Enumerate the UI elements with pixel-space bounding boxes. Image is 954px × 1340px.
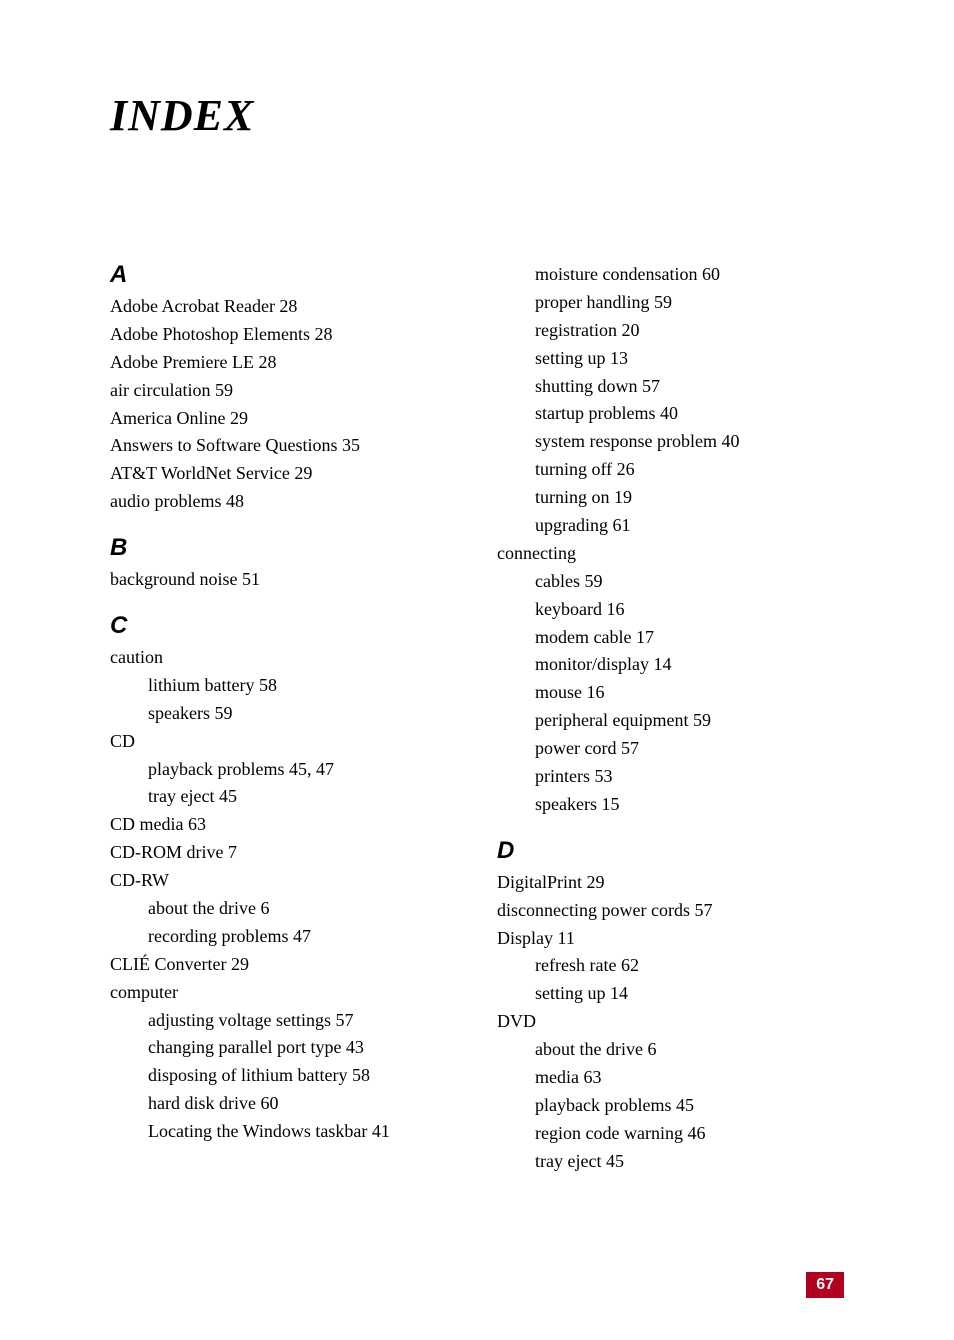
index-sub-entry: media 63 (497, 1064, 844, 1092)
index-sub-entry: peripheral equipment 59 (497, 707, 844, 735)
index-sub-entry: changing parallel port type 43 (110, 1034, 457, 1062)
index-sub-entry: mouse 16 (497, 679, 844, 707)
index-sub-entry: speakers 59 (110, 700, 457, 728)
page-number: 67 (806, 1272, 844, 1298)
index-sub-entry: upgrading 61 (497, 512, 844, 540)
index-entry: America Online 29 (110, 405, 457, 433)
index-sub-entry: playback problems 45, 47 (110, 756, 457, 784)
index-sub-entry: disposing of lithium battery 58 (110, 1062, 457, 1090)
index-entry: CD-ROM drive 7 (110, 839, 457, 867)
section-letter: D (497, 837, 844, 865)
index-entry: CLIÉ Converter 29 (110, 951, 457, 979)
index-sub-entry: registration 20 (497, 317, 844, 345)
index-entry: connecting (497, 540, 844, 568)
index-entry: background noise 51 (110, 566, 457, 594)
index-entry: DigitalPrint 29 (497, 869, 844, 897)
index-sub-entry: adjusting voltage settings 57 (110, 1007, 457, 1035)
index-entry: Display 11 (497, 925, 844, 953)
index-sub-entry: lithium battery 58 (110, 672, 457, 700)
index-sub-entry: Locating the Windows taskbar 41 (110, 1118, 457, 1146)
index-sub-entry: region code warning 46 (497, 1120, 844, 1148)
index-sub-entry: recording problems 47 (110, 923, 457, 951)
section-letter: B (110, 534, 457, 562)
index-sub-entry: tray eject 45 (497, 1148, 844, 1176)
index-sub-entry: printers 53 (497, 763, 844, 791)
index-sub-entry: moisture condensation 60 (497, 261, 844, 289)
index-sub-entry: startup problems 40 (497, 400, 844, 428)
index-columns: A Adobe Acrobat Reader 28Adobe Photoshop … (110, 261, 844, 1176)
index-entry: CD (110, 728, 457, 756)
index-entry: computer (110, 979, 457, 1007)
index-entry: Adobe Photoshop Elements 28 (110, 321, 457, 349)
index-entry: caution (110, 644, 457, 672)
index-sub-entry: system response problem 40 (497, 428, 844, 456)
index-sub-entry: setting up 13 (497, 345, 844, 373)
index-entry: CD media 63 (110, 811, 457, 839)
index-sub-entry: modem cable 17 (497, 624, 844, 652)
index-sub-entry: about the drive 6 (497, 1036, 844, 1064)
right-column: moisture condensation 60proper handling … (497, 261, 844, 1176)
index-sub-entry: speakers 15 (497, 791, 844, 819)
index-sub-entry: cables 59 (497, 568, 844, 596)
index-entry: audio problems 48 (110, 488, 457, 516)
index-sub-entry: playback problems 45 (497, 1092, 844, 1120)
index-entry: air circulation 59 (110, 377, 457, 405)
index-sub-entry: about the drive 6 (110, 895, 457, 923)
left-column: A Adobe Acrobat Reader 28Adobe Photoshop … (110, 261, 457, 1176)
index-sub-entry: keyboard 16 (497, 596, 844, 624)
index-sub-entry: power cord 57 (497, 735, 844, 763)
index-sub-entry: tray eject 45 (110, 783, 457, 811)
index-entry: CD-RW (110, 867, 457, 895)
index-entry: AT&T WorldNet Service 29 (110, 460, 457, 488)
index-entry: Adobe Premiere LE 28 (110, 349, 457, 377)
index-entry: Answers to Software Questions 35 (110, 432, 457, 460)
section-letter: A (110, 261, 457, 289)
index-sub-entry: turning off 26 (497, 456, 844, 484)
section-letter: C (110, 612, 457, 640)
index-sub-entry: proper handling 59 (497, 289, 844, 317)
index-sub-entry: shutting down 57 (497, 373, 844, 401)
index-entry: DVD (497, 1008, 844, 1036)
index-sub-entry: refresh rate 62 (497, 952, 844, 980)
index-sub-entry: setting up 14 (497, 980, 844, 1008)
index-sub-entry: hard disk drive 60 (110, 1090, 457, 1118)
index-sub-entry: turning on 19 (497, 484, 844, 512)
index-entry: Adobe Acrobat Reader 28 (110, 293, 457, 321)
page-title: INDEX (110, 90, 844, 141)
index-sub-entry: monitor/display 14 (497, 651, 844, 679)
index-entry: disconnecting power cords 57 (497, 897, 844, 925)
